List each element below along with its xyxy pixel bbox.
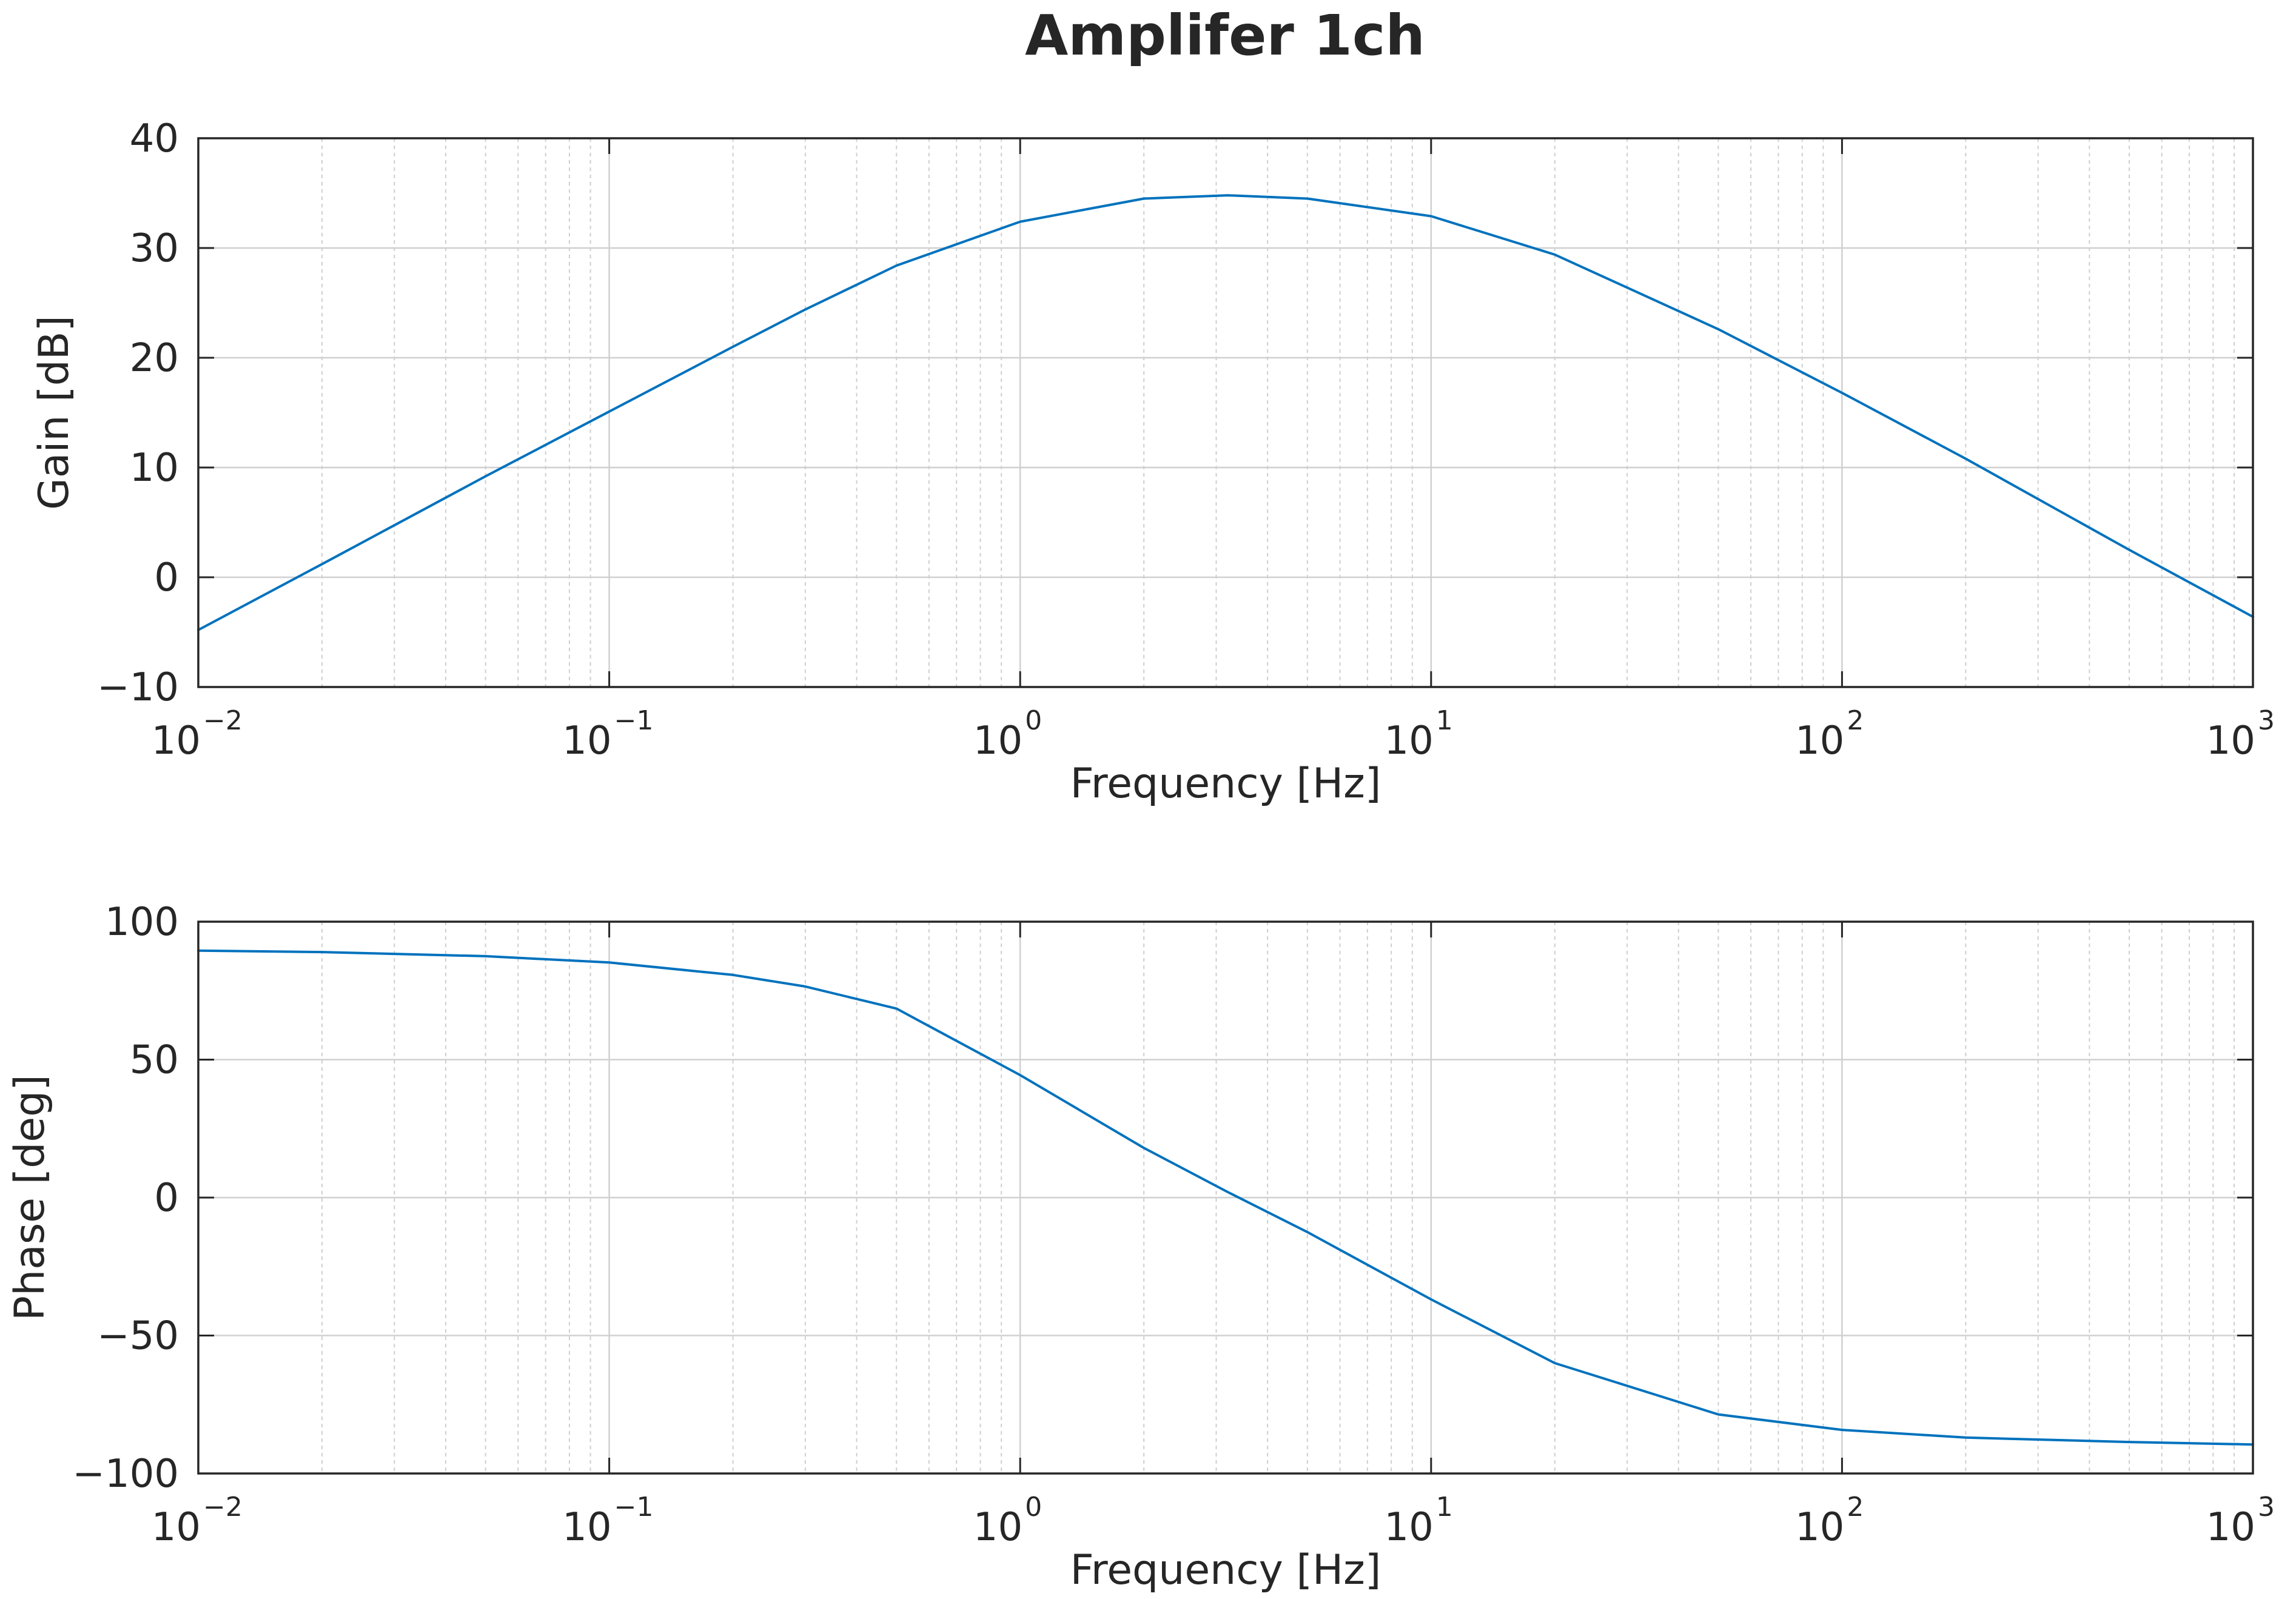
gain-x-tick-exponent: −2 [203,705,243,736]
gain-x-tick-label: 10 [152,719,201,763]
phase-x-tick-exponent: 0 [1025,1492,1042,1523]
phase-y-tick-label: 50 [130,1038,179,1083]
phase-x-tick-exponent: 2 [1847,1492,1864,1523]
gain-x-tick-exponent: 2 [1847,705,1864,736]
phase-ylabel: Phase [deg] [6,1074,54,1321]
gain-x-tick-label: 10 [1384,719,1433,763]
phase-x-tick-label: 10 [152,1505,201,1550]
phase-x-tick-exponent: −1 [614,1492,654,1523]
gain-x-tick-exponent: 0 [1025,705,1042,736]
gain-x-tick-exponent: 3 [2258,705,2275,736]
gain-y-tick-label: 30 [130,226,179,271]
phase-y-tick-label: 0 [154,1176,179,1221]
gain-y-tick-label: 0 [154,555,179,600]
gain-y-tick-label: 10 [130,446,179,491]
gain-x-tick-label: 10 [973,719,1022,763]
gain-x-tick-label: 10 [2206,719,2255,763]
phase-x-tick-label: 10 [973,1505,1022,1550]
gain-ylabel: Gain [dB] [30,315,78,510]
phase-x-tick-exponent: −2 [203,1492,243,1523]
gain-y-tick-label: 20 [130,336,179,381]
gain-y-tick-label: −10 [97,665,179,710]
phase-y-tick-label: −100 [72,1452,179,1497]
gain-xlabel: Frequency [Hz] [1070,760,1381,808]
phase-x-tick-label: 10 [562,1505,611,1550]
phase-y-tick-label: −50 [97,1314,179,1359]
gain-x-tick-label: 10 [1795,719,1844,763]
phase-y-tick-label: 100 [105,900,179,945]
gain-x-tick-label: 10 [562,719,611,763]
gain-x-tick-exponent: 1 [1436,705,1453,736]
phase-x-tick-label: 10 [2206,1505,2255,1550]
gain-y-tick-label: 40 [130,116,179,161]
gain-x-tick-exponent: −1 [614,705,654,736]
figure-title: Amplifer 1ch [1025,3,1425,68]
gain-axes-box [197,137,2254,688]
phase-x-tick-exponent: 3 [2258,1492,2275,1523]
gain-series-line [197,194,2254,631]
phase-x-tick-label: 10 [1384,1505,1433,1550]
phase-xlabel: Frequency [Hz] [1070,1546,1381,1594]
phase-series-line [197,949,2254,1446]
phase-x-tick-exponent: 1 [1436,1492,1453,1523]
phase-x-tick-label: 10 [1795,1505,1844,1550]
